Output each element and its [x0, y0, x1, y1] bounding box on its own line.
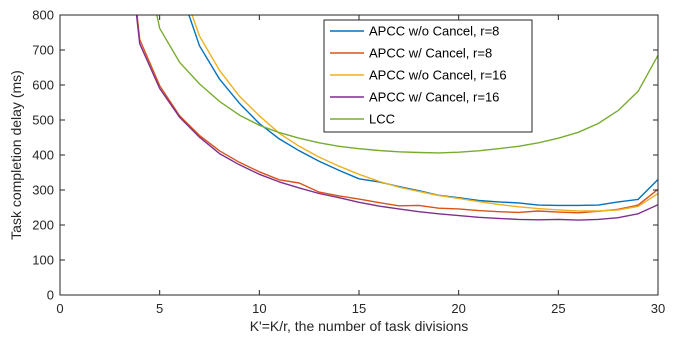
x-tick-label: 25 — [551, 301, 565, 316]
y-tick-label: 0 — [47, 288, 54, 303]
x-tick-label: 0 — [56, 301, 63, 316]
legend-label-1: APCC w/o Cancel, r=8 — [369, 24, 499, 39]
y-tick-label: 400 — [32, 148, 54, 163]
series-layer — [135, 15, 658, 221]
legend-box — [323, 19, 533, 133]
legend: APCC w/o Cancel, r=8 APCC w/ Cancel, r=8 A… — [323, 19, 533, 133]
legend-label-4: APCC w/ Cancel, r=16 — [369, 90, 499, 105]
y-tick-label: 100 — [32, 253, 54, 268]
x-axis-label: K'=K/r, the number of task divisions — [250, 318, 469, 334]
y-tick-label: 200 — [32, 218, 54, 233]
series-line-4 — [135, 15, 658, 221]
y-tick-label: 600 — [32, 78, 54, 93]
y-tick-label: 300 — [32, 183, 54, 198]
series-line-3 — [191, 15, 658, 212]
x-tick-label: 10 — [252, 301, 266, 316]
x-tick-label: 30 — [651, 301, 665, 316]
y-tick-label: 500 — [32, 113, 54, 128]
y-tick-label: 700 — [32, 43, 54, 58]
x-tick-label: 15 — [352, 301, 366, 316]
y-axis-label: Task completion delay (ms) — [8, 70, 24, 240]
x-tick-label: 5 — [156, 301, 163, 316]
series-line-5 — [156, 15, 658, 154]
legend-label-5: LCC — [369, 112, 395, 127]
series-line-2 — [136, 15, 658, 214]
legend-label-2: APCC w/ Cancel, r=8 — [369, 46, 492, 61]
x-tick-label: 20 — [451, 301, 465, 316]
legend-label-3: APCC w/o Cancel, r=16 — [369, 68, 507, 83]
y-tick-label: 800 — [32, 8, 54, 23]
